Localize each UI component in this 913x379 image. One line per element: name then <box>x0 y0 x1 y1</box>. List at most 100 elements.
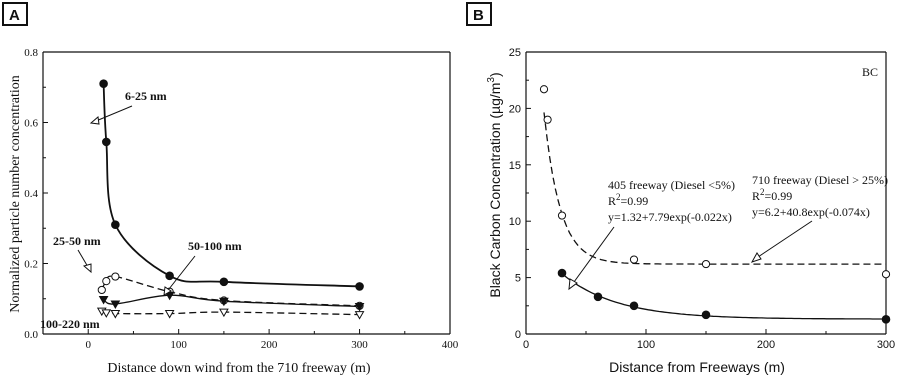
panel-b-label: B <box>473 7 484 24</box>
panel-b-xtick-label: 0 <box>523 339 529 351</box>
panel-b-annotation-710-eq: y=6.2+40.8exp(-0.074x) <box>752 205 870 219</box>
panel-b-arrow-710 <box>757 220 813 258</box>
panel-a-ytick-label: 0.8 <box>24 47 38 59</box>
panel-b-annotation-405-r2-sup: 2 <box>616 192 621 202</box>
panel-b-points <box>539 85 891 324</box>
panel-a-point-s2-1 <box>110 300 121 310</box>
panel-a-point-s1-2 <box>111 272 120 281</box>
panel-b-corner-label: BC <box>862 65 878 79</box>
panel-a-arrow-25-50 <box>77 249 89 268</box>
panel-b-annotation-710-title: 710 freeway (Diesel > 25%) <box>752 173 888 187</box>
panel-b-ytick-label: 5 <box>515 273 521 285</box>
panel-b-annotation-405-eq: y=1.32+7.79exp(-0.022x) <box>608 210 732 224</box>
panel-b-ylabel: Black Carbon Concentration (µg/m3) <box>486 72 503 297</box>
panel-a-axes <box>42 51 451 335</box>
panel-a-point-s0-0 <box>99 79 108 89</box>
panel-b-point-s0-4 <box>701 259 711 269</box>
panel-a-annotation-25-50: 25-50 nm <box>53 234 101 248</box>
panel-b-lines <box>543 112 886 320</box>
panel-a-label: A <box>9 7 20 24</box>
panel-b-xlabel: Distance from Freeways (m) <box>609 359 785 375</box>
panel-b-annotation-405-title: 405 freeway (Diesel <5%) <box>608 178 735 192</box>
panel-b-point-s0-2 <box>557 211 567 220</box>
panel-a-points <box>96 79 365 320</box>
panel-a-xtick-label: 400 <box>442 339 459 351</box>
panel-a-ytick-label: 0.2 <box>24 259 38 271</box>
panel-b-series-line-0 <box>543 112 886 265</box>
panel-b-annotation-710-r2-sup: 2 <box>760 187 765 197</box>
panel-a-point-s0-2 <box>111 220 120 230</box>
panel-b-ytick-label: 20 <box>509 103 521 115</box>
panel-a-point-s0-3 <box>165 271 174 281</box>
panel-b-series-line-1 <box>561 273 886 320</box>
panel-b-point-s1-0 <box>557 268 567 278</box>
panel-a-series-line-3 <box>101 310 360 316</box>
panel-a-xtick-label: 0 <box>85 339 91 351</box>
panel-a-lines <box>101 83 360 316</box>
panel-b-point-s0-5 <box>881 270 891 279</box>
panel-b-ylabel-sup: 3 <box>486 77 497 83</box>
panel-b-point-s0-1 <box>543 115 552 124</box>
panel-b-xtick-label: 200 <box>757 339 775 351</box>
panel-a-annotation-50-100: 50-100 nm <box>188 239 242 253</box>
panel-a-ytick-label: 0.0 <box>24 329 38 341</box>
panel-a-ylabel: Normalized particle number concentration <box>8 75 23 313</box>
panel-a-point-s2-0 <box>98 295 109 305</box>
panel-a-point-s3-2 <box>110 310 121 319</box>
panel-a-xlabel: Distance down wind from the 710 freeway … <box>107 361 371 376</box>
panel-b-label-box <box>466 2 492 26</box>
panel-a-point-s1-1 <box>102 277 111 286</box>
panel-a-annotation-6-25: 6-25 nm <box>125 89 167 103</box>
panel-b-point-s1-1 <box>593 292 603 302</box>
panel-a-point-s3-5 <box>354 311 365 320</box>
panel-b-annotation-405-r2-prefix: R <box>608 194 616 208</box>
panel-b-annotation-710-r2-value: =0.99 <box>765 189 793 203</box>
panel-a-point-s3-4 <box>219 308 229 318</box>
panel-a-series-line-2 <box>103 294 360 308</box>
panel-a-ytick-label: 0.4 <box>24 188 38 200</box>
panel-a-series-line-0 <box>102 83 360 288</box>
panel-b-annotation-710-r2: R2=0.99 <box>752 187 792 203</box>
panel-a-point-s1-0 <box>97 285 106 295</box>
panel-b-axes <box>525 51 887 335</box>
panel-a-ticks: 0 100 200 300 400 0.0 0.2 0.4 0.6 0.8 <box>24 47 459 351</box>
panel-b-arrow-405 <box>573 226 615 283</box>
panel-a-arrowhead-6-25 <box>89 116 100 125</box>
panel-a-annotation-100-220: 100-220 nm <box>40 317 100 331</box>
panel-b-arrowhead-405 <box>568 278 578 291</box>
panel-b-point-s0-3 <box>629 255 639 264</box>
panel-b-annotation-405-r2: R2=0.99 <box>608 192 648 208</box>
panel-a-xtick-label: 300 <box>351 339 368 351</box>
panel-b-ytick-label: 0 <box>515 329 521 341</box>
panel-b-point-s0-0 <box>539 85 549 94</box>
panel-b-point-s1-2 <box>629 301 639 311</box>
panel-b-xtick-label: 100 <box>637 339 655 351</box>
panel-a-arrow-6-25 <box>95 105 133 122</box>
panel-a: A 0 100 200 300 400 0.0 0.2 0.4 0.6 0.8 Distance … <box>2 2 459 376</box>
panel-a-xtick-label: 200 <box>261 339 278 351</box>
panel-a-point-s0-5 <box>355 282 364 291</box>
panel-b-annotation-710-r2-prefix: R <box>752 189 760 203</box>
panel-a-arrow-50-100 <box>168 255 196 290</box>
panel-a-arrowhead-50-100 <box>163 286 172 296</box>
panel-b-xtick-label: 300 <box>877 339 895 351</box>
panel-a-ytick-label: 0.6 <box>24 118 38 130</box>
panel-b-ylabel-main: Black Carbon Concentration (µg/m <box>487 83 503 298</box>
panel-b-ticks: 0 100 200 300 0 5 10 15 20 25 <box>509 47 895 351</box>
panel-b-arrowhead-710 <box>750 252 762 263</box>
panel-a-xtick-label: 100 <box>170 339 187 351</box>
panel-a-arrowhead-25-50 <box>82 263 92 274</box>
panel-b-ytick-label: 10 <box>509 216 521 228</box>
panel-a-point-s2-3 <box>219 297 229 307</box>
panel-a-point-s0-1 <box>102 137 111 147</box>
panel-b-annotation-405-r2-value: =0.99 <box>621 194 649 208</box>
panel-b-point-s1-3 <box>701 310 711 320</box>
panel-a-point-s3-3 <box>164 310 175 319</box>
panel-b-point-s1-4 <box>881 315 891 324</box>
panel-b-ylabel-close: ) <box>487 72 503 77</box>
panel-a-point-s3-1 <box>101 309 112 318</box>
panel-a-point-s0-4 <box>219 277 229 287</box>
panel-b: B 0 100 200 300 0 5 10 15 20 25 Distance from Fre… <box>466 2 895 375</box>
panel-a-point-s2-4 <box>354 303 365 312</box>
